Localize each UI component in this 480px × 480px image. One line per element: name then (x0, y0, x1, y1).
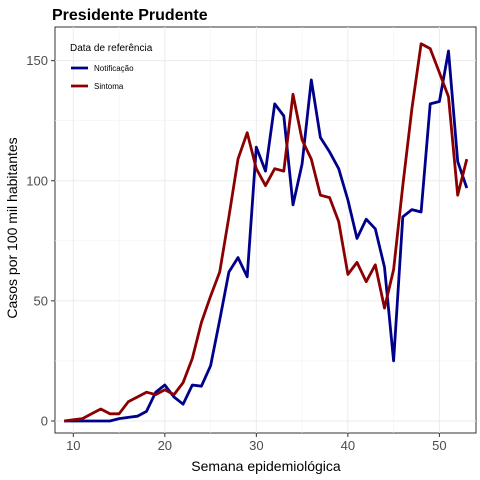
chart-title: Presidente Prudente (52, 7, 208, 24)
y-tick-label: 100 (26, 173, 48, 188)
y-tick-label: 50 (34, 293, 48, 308)
x-axis-title: Semana epidemiológica (191, 458, 341, 474)
y-axis-title: Casos por 100 mil habitantes (4, 137, 20, 318)
y-tick-label: 0 (41, 413, 48, 428)
legend-label-0: Notificação (94, 64, 134, 73)
x-tick-label: 10 (66, 438, 80, 453)
x-axis: 10 20 30 40 50 (66, 433, 447, 453)
x-tick-label: 30 (249, 438, 263, 453)
x-tick-label: 50 (432, 438, 446, 453)
y-tick-label: 150 (26, 53, 48, 68)
y-axis: 0 50 100 150 (26, 53, 55, 428)
legend-label-1: Sintoma (94, 82, 124, 91)
x-tick-label: 20 (158, 438, 172, 453)
legend-title: Data de referência (70, 43, 153, 54)
x-tick-label: 40 (341, 438, 355, 453)
